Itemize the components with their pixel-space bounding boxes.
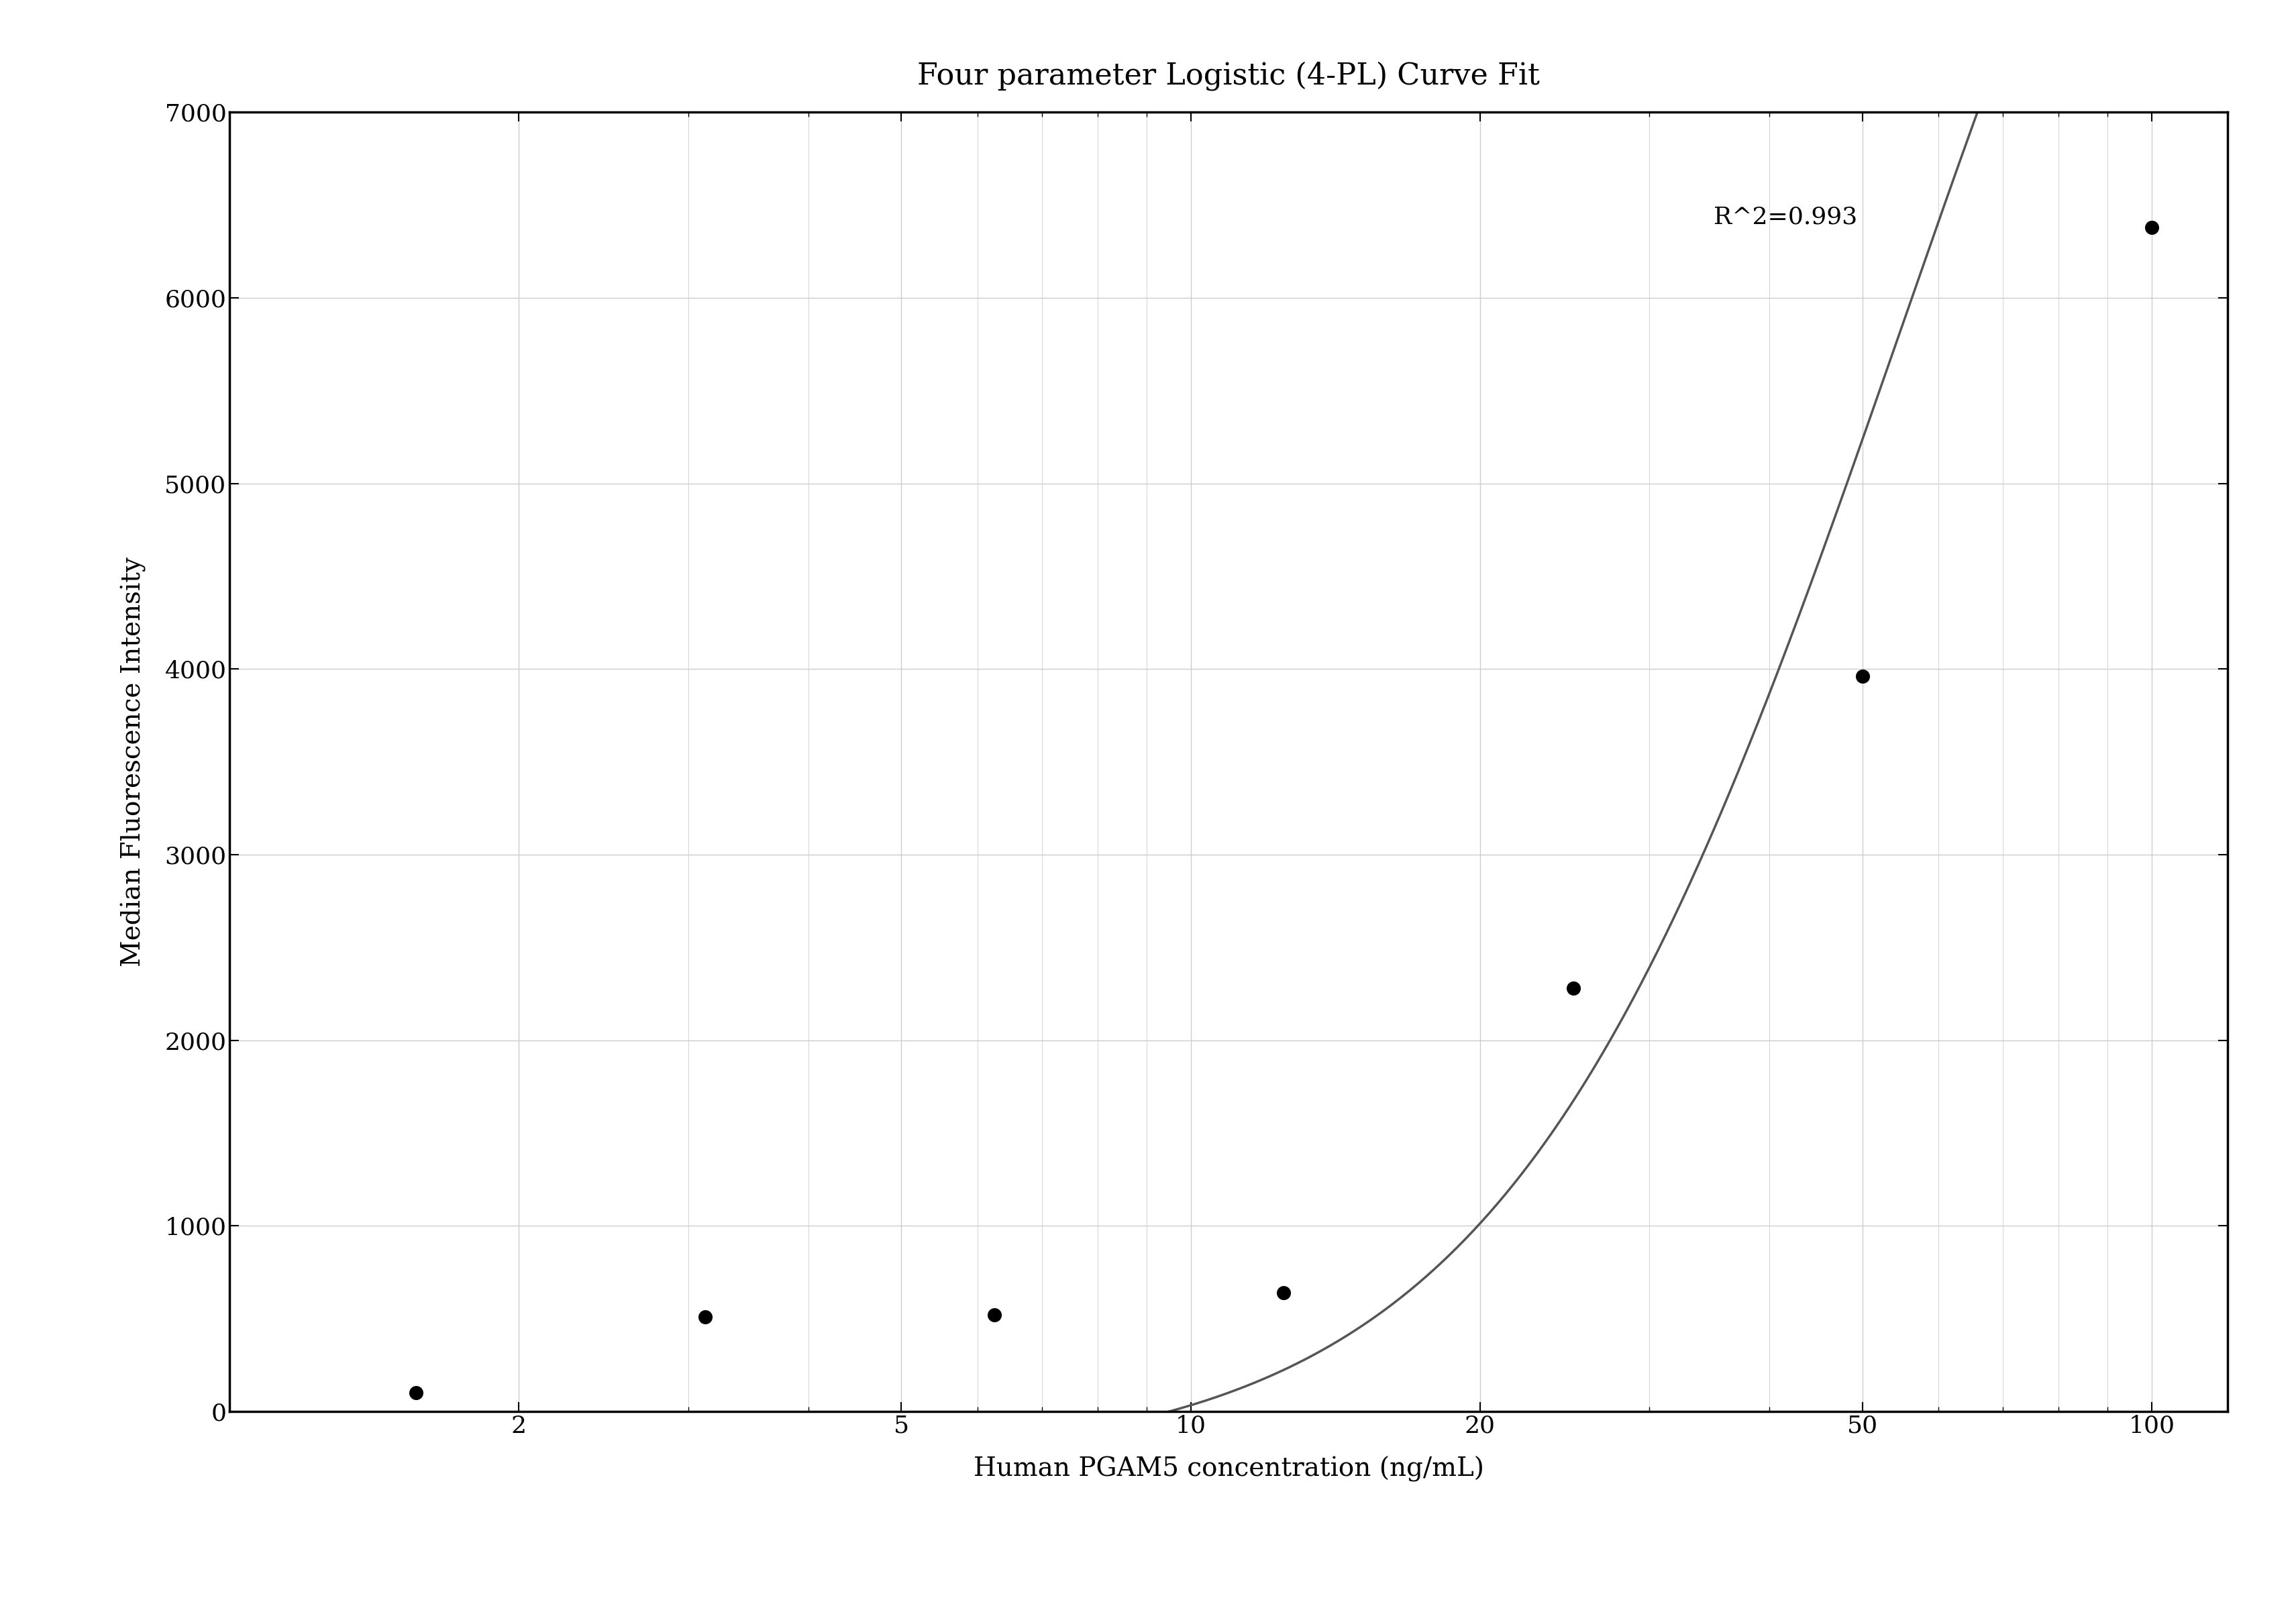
- Point: [1554, 975, 1591, 1001]
- Point: [1844, 664, 1880, 690]
- Point: [2133, 215, 2170, 241]
- Point: [687, 1304, 723, 1330]
- Title: Four parameter Logistic (4-PL) Curve Fit: Four parameter Logistic (4-PL) Curve Fit: [916, 61, 1541, 91]
- Point: [397, 1379, 434, 1405]
- Point: [1265, 1280, 1302, 1306]
- X-axis label: Human PGAM5 concentration (ng/mL): Human PGAM5 concentration (ng/mL): [974, 1456, 1483, 1482]
- Point: [976, 1302, 1013, 1328]
- Y-axis label: Median Fluorescence Intensity: Median Fluorescence Intensity: [119, 557, 147, 967]
- Text: R^2=0.993: R^2=0.993: [1713, 205, 1857, 228]
